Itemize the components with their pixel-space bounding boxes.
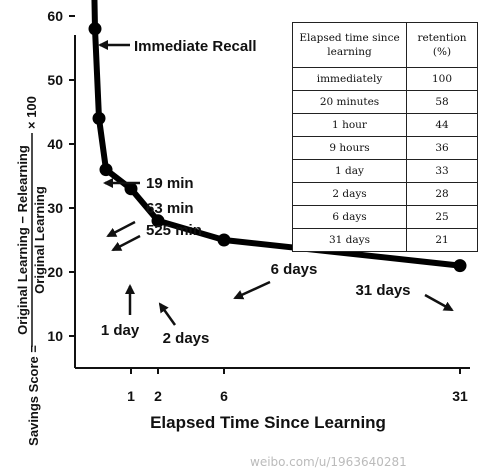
y-tick-label: 60: [47, 8, 63, 24]
table-cell: 28: [406, 182, 478, 206]
x-tick-label: 6: [220, 388, 228, 404]
y-tick-label: 30: [47, 200, 63, 216]
annotation-label: 19 min: [146, 175, 194, 192]
table-header-elapsed: Elapsed time since learning: [292, 22, 407, 68]
annotation-label: 2 days: [163, 330, 210, 347]
table-header-row: Elapsed time since learning retention (%…: [292, 22, 478, 68]
data-point: [217, 233, 231, 247]
data-point: [453, 259, 467, 273]
x-tick-label: 2: [154, 388, 162, 404]
y-axis-label-suffix: × 100: [24, 96, 39, 129]
y-tick-label: 40: [47, 136, 63, 152]
table-row: 31 days 21: [292, 228, 478, 252]
annotation-arrow: [233, 280, 271, 300]
annotation-label: 63 min: [146, 200, 194, 217]
table-cell: 100: [406, 67, 478, 91]
annotation-label: Immediate Recall: [134, 38, 257, 55]
annotation-label: 525 min: [146, 222, 202, 239]
y-ticks: 102030405060708090100: [47, 8, 75, 344]
table-cell: 2 days: [292, 182, 407, 206]
table-cell: 44: [406, 113, 478, 137]
y-axis-label-numerator: Original Learning − Relearning: [15, 145, 30, 335]
table-row: 1 hour 44: [292, 113, 478, 137]
table-cell: 1 day: [292, 159, 407, 183]
annotation-arrow: [111, 234, 141, 252]
annotations: Immediate Recall 19 min 63 min 525 min 1 day…: [98, 38, 454, 347]
annotation-arrow: [424, 293, 454, 312]
table-cell: 25: [406, 205, 478, 229]
annotation-label: 31 days: [355, 282, 410, 299]
table-cell: 1 hour: [292, 113, 407, 137]
table-row: 20 minutes 58: [292, 90, 478, 114]
table-cell: 36: [406, 136, 478, 160]
table-row: 2 days 28: [292, 182, 478, 206]
table-row: 9 hours 36: [292, 136, 478, 160]
table-cell: immediately: [292, 67, 407, 91]
data-point: [92, 111, 106, 125]
annotation-label: 6 days: [271, 261, 318, 278]
y-axis-label: Savings Score = Original Learning − Rele…: [15, 96, 47, 446]
annotation-label: 1 day: [101, 322, 140, 339]
x-axis-label: Elapsed Time Since Learning: [150, 413, 386, 432]
curve-points: [88, 22, 467, 273]
x-ticks: 1 2 6 31: [127, 368, 468, 404]
table-row: immediately 100: [292, 67, 478, 91]
table-row: 1 day 33: [292, 159, 478, 183]
table-cell: 58: [406, 90, 478, 114]
y-tick-label: 10: [47, 328, 63, 344]
table-cell: 20 minutes: [292, 90, 407, 114]
table-cell: 21: [406, 228, 478, 252]
table-cell: 9 hours: [292, 136, 407, 160]
table-cell: 31 days: [292, 228, 407, 252]
table-header-retention: retention (%): [406, 22, 478, 68]
watermark: weibo.com/u/1963640281: [250, 455, 407, 469]
retention-curve: [91, 0, 463, 269]
y-axis-label-prefix: Savings Score =: [26, 345, 41, 446]
data-point: [99, 163, 113, 177]
annotation-arrow: [106, 220, 136, 238]
data-point: [88, 22, 102, 36]
x-tick-label: 1: [127, 388, 135, 404]
table-row: 6 days 25: [292, 205, 478, 229]
retention-table: Elapsed time since learning retention (%…: [292, 22, 478, 252]
data-point: [151, 214, 165, 228]
y-tick-label: 50: [47, 72, 63, 88]
annotation-arrow: [158, 302, 177, 326]
y-tick-label: 20: [47, 264, 63, 280]
table-cell: 33: [406, 159, 478, 183]
y-axis-label-denominator: Original Learning: [32, 186, 47, 294]
data-point: [124, 182, 138, 196]
x-tick-label: 31: [452, 388, 468, 404]
table-cell: 6 days: [292, 205, 407, 229]
